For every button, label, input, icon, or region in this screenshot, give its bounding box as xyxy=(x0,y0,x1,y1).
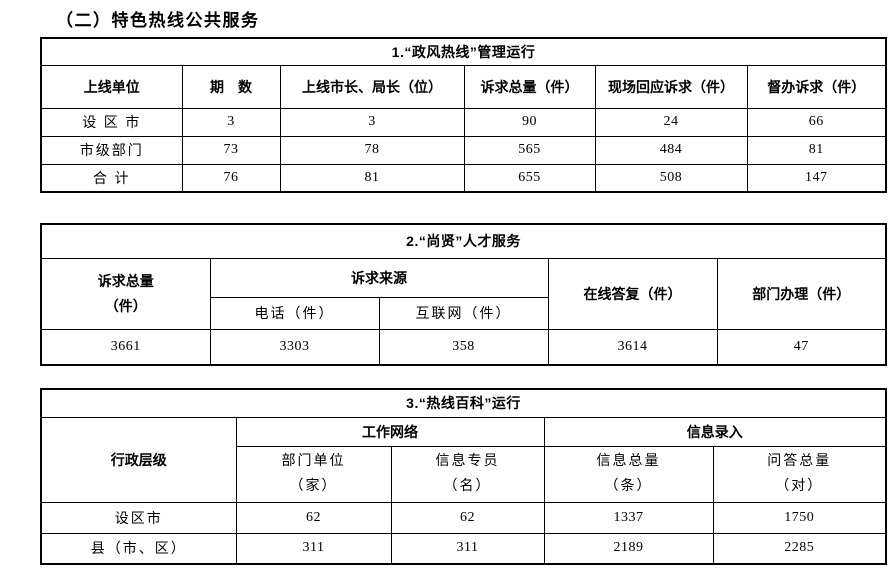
table-row: 设 区 市 3 3 90 24 66 xyxy=(40,107,887,137)
table2-header-total: 诉求总量 （件） xyxy=(40,257,211,330)
data-cell: 73 xyxy=(181,135,281,165)
table2-subheader-phone: 电话（件） xyxy=(209,296,380,330)
header-line: 部门单位 xyxy=(281,454,346,469)
section-heading: （二）特色热线公共服务 xyxy=(56,11,260,30)
data-cell: 3303 xyxy=(209,328,380,366)
table3-header-work-network: 工作网络 xyxy=(235,416,545,447)
header-line: （条） xyxy=(604,479,653,494)
table-zhengfeng-hotline-management: 1.“政风热线”管理运行 上线单位 期 数 上线市长、局长（位） 诉求总量（件）… xyxy=(40,37,887,193)
row-label: 市级部门 xyxy=(40,135,183,165)
table-row: 市级部门 73 78 565 484 81 xyxy=(40,135,887,165)
data-cell: 3614 xyxy=(547,328,718,366)
table3-subheader-qa-total: 问答总量 （对） xyxy=(712,445,887,503)
row-label: 设 区 市 xyxy=(40,107,183,137)
data-cell: 655 xyxy=(463,163,596,193)
table-row: 设区市 62 62 1337 1750 xyxy=(40,501,887,534)
data-cell: 62 xyxy=(235,501,392,534)
data-cell: 1750 xyxy=(712,501,887,534)
table3-subheader-info-total: 信息总量 （条） xyxy=(543,445,714,503)
data-cell: 147 xyxy=(746,163,887,193)
header-line: （名） xyxy=(443,479,492,494)
data-cell: 484 xyxy=(594,135,748,165)
data-cell: 62 xyxy=(390,501,545,534)
table3-title: 3.“热线百科”运行 xyxy=(40,388,887,418)
table2-header-source-group: 诉求来源 xyxy=(209,257,549,298)
data-cell: 3 xyxy=(279,107,465,137)
table-row: 3661 3303 358 3614 47 xyxy=(40,328,887,366)
data-cell: 2285 xyxy=(712,532,887,565)
table-row: 合 计 76 81 655 508 147 xyxy=(40,163,887,193)
data-cell: 565 xyxy=(463,135,596,165)
header-line: （件） xyxy=(104,297,147,314)
data-cell: 1337 xyxy=(543,501,714,534)
table2-header-online-reply: 在线答复（件） xyxy=(547,257,718,330)
header-line: 信息总量 xyxy=(596,454,661,469)
header-line: 信息专员 xyxy=(435,454,500,469)
table1-header-onsite-responses: 现场回应诉求（件） xyxy=(594,64,748,109)
header-line: （家） xyxy=(289,479,338,494)
row-label: 合 计 xyxy=(40,163,183,193)
data-cell: 81 xyxy=(746,135,887,165)
header-line: 问答总量 xyxy=(767,454,832,469)
table1-header-mayors: 上线市长、局长（位） xyxy=(279,64,465,109)
table1-title: 1.“政风热线”管理运行 xyxy=(40,37,887,66)
table3-subheader-dept-units: 部门单位 （家） xyxy=(235,445,392,503)
table2-header-dept-handle: 部门办理（件） xyxy=(716,257,887,330)
table3-header-admin-level: 行政层级 xyxy=(40,416,237,503)
data-cell: 24 xyxy=(594,107,748,137)
data-cell: 47 xyxy=(716,328,887,366)
header-line: （对） xyxy=(775,479,824,494)
table-row: 县（市、区） 311 311 2189 2285 xyxy=(40,532,887,565)
data-cell: 311 xyxy=(390,532,545,565)
row-label: 县（市、区） xyxy=(40,532,237,565)
table1-header-total-requests: 诉求总量（件） xyxy=(463,64,596,109)
table-shangxian-talent-service: 2.“尚贤”人才服务 诉求总量 （件） 诉求来源 在线答复（件） 部门办理（件）… xyxy=(40,223,888,366)
table1-header-unit: 上线单位 xyxy=(40,64,183,109)
data-cell: 76 xyxy=(181,163,281,193)
table3-header-info-entry: 信息录入 xyxy=(543,416,887,447)
header-line: 诉求总量 xyxy=(97,272,154,289)
table-hotline-baike-operation: 3.“热线百科”运行 行政层级 工作网络 信息录入 部门单位 （家） 信息专员 … xyxy=(40,388,888,565)
table2-title: 2.“尚贤”人才服务 xyxy=(40,223,887,259)
data-cell: 3 xyxy=(181,107,281,137)
table2-subheader-internet: 互联网（件） xyxy=(378,296,549,330)
table1-header-periods: 期 数 xyxy=(181,64,281,109)
data-cell: 508 xyxy=(594,163,748,193)
data-cell: 81 xyxy=(279,163,465,193)
table3-subheader-info-officers: 信息专员 （名） xyxy=(390,445,545,503)
data-cell: 311 xyxy=(235,532,392,565)
data-cell: 90 xyxy=(463,107,596,137)
data-cell: 78 xyxy=(279,135,465,165)
table1-header-supervised: 督办诉求（件） xyxy=(746,64,887,109)
row-label: 设区市 xyxy=(40,501,237,534)
data-cell: 3661 xyxy=(40,328,211,366)
data-cell: 2189 xyxy=(543,532,714,565)
data-cell: 358 xyxy=(378,328,549,366)
data-cell: 66 xyxy=(746,107,887,137)
